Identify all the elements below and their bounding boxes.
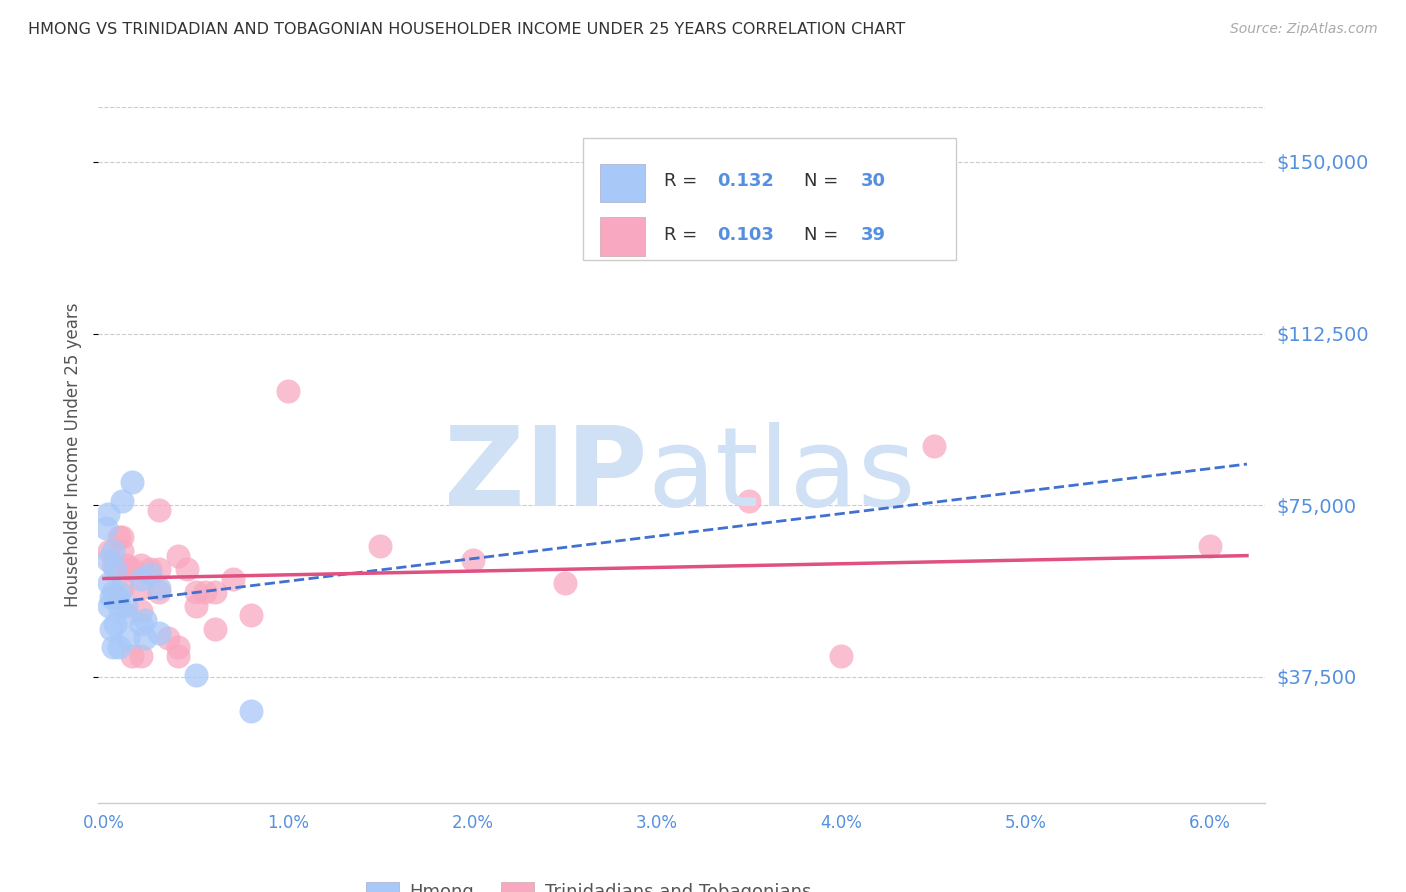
Point — [461, 553, 484, 567]
Point — [111, 530, 134, 544]
Point — [129, 603, 152, 617]
Point — [97, 553, 120, 567]
Point — [194, 585, 217, 599]
Point — [101, 558, 124, 572]
Point — [370, 540, 392, 554]
Point — [134, 613, 156, 627]
Point — [98, 544, 121, 558]
Text: 0.132: 0.132 — [717, 172, 773, 190]
Point — [115, 599, 138, 613]
Text: R =: R = — [665, 172, 703, 190]
Point — [184, 585, 207, 599]
Point — [148, 562, 170, 576]
Text: 39: 39 — [860, 226, 886, 244]
Legend: Hmong, Trinidadians and Tobagonians: Hmong, Trinidadians and Tobagonians — [359, 874, 818, 892]
Text: atlas: atlas — [647, 422, 915, 529]
Point — [129, 558, 152, 572]
Point — [184, 599, 207, 613]
Point — [107, 530, 129, 544]
Point — [94, 521, 117, 535]
Point — [121, 562, 143, 576]
Text: R =: R = — [665, 226, 703, 244]
Point — [148, 626, 170, 640]
Point — [129, 572, 152, 586]
Point — [148, 503, 170, 517]
Point — [184, 667, 207, 681]
Point — [176, 562, 198, 576]
Text: HMONG VS TRINIDADIAN AND TOBAGONIAN HOUSEHOLDER INCOME UNDER 25 YEARS CORRELATIO: HMONG VS TRINIDADIAN AND TOBAGONIAN HOUS… — [28, 22, 905, 37]
FancyBboxPatch shape — [582, 138, 956, 260]
Point — [129, 581, 152, 595]
Point — [97, 508, 120, 522]
Text: 0.103: 0.103 — [717, 226, 773, 244]
Point — [166, 640, 188, 655]
Point — [166, 649, 188, 664]
Point — [101, 640, 124, 655]
Y-axis label: Householder Income Under 25 years: Householder Income Under 25 years — [65, 302, 83, 607]
Point — [121, 649, 143, 664]
Point — [1199, 540, 1222, 554]
Point — [148, 581, 170, 595]
Point — [240, 608, 263, 623]
Point — [129, 649, 152, 664]
Point — [139, 562, 162, 576]
Point — [98, 599, 121, 613]
Point — [100, 622, 122, 636]
Point — [107, 599, 129, 613]
Point — [121, 475, 143, 490]
FancyBboxPatch shape — [600, 218, 644, 256]
FancyBboxPatch shape — [600, 164, 644, 202]
Point — [98, 576, 121, 591]
Point — [129, 617, 152, 632]
Point — [117, 562, 139, 576]
Text: ZIP: ZIP — [443, 422, 647, 529]
Point — [115, 558, 138, 572]
Point — [139, 566, 162, 581]
Point — [117, 631, 139, 645]
Text: 30: 30 — [860, 172, 886, 190]
Point — [148, 585, 170, 599]
Text: N =: N = — [804, 226, 845, 244]
Point — [104, 617, 127, 632]
Point — [277, 384, 299, 398]
Point — [738, 493, 761, 508]
Point — [554, 576, 576, 591]
Point — [134, 631, 156, 645]
Point — [104, 562, 127, 576]
Point — [204, 585, 226, 599]
Point — [105, 590, 128, 604]
Point — [111, 581, 134, 595]
Point — [922, 439, 945, 453]
Point — [107, 640, 129, 655]
Point — [204, 622, 226, 636]
Point — [166, 549, 188, 563]
Point — [101, 585, 124, 599]
Point — [100, 590, 122, 604]
Point — [101, 544, 124, 558]
Point — [830, 649, 852, 664]
Text: N =: N = — [804, 172, 845, 190]
Point — [105, 590, 128, 604]
Text: Source: ZipAtlas.com: Source: ZipAtlas.com — [1230, 22, 1378, 37]
Point — [240, 704, 263, 718]
Point — [115, 608, 138, 623]
Point — [222, 572, 245, 586]
Point — [107, 585, 129, 599]
Point — [157, 631, 180, 645]
Point — [111, 544, 134, 558]
Point — [111, 493, 134, 508]
